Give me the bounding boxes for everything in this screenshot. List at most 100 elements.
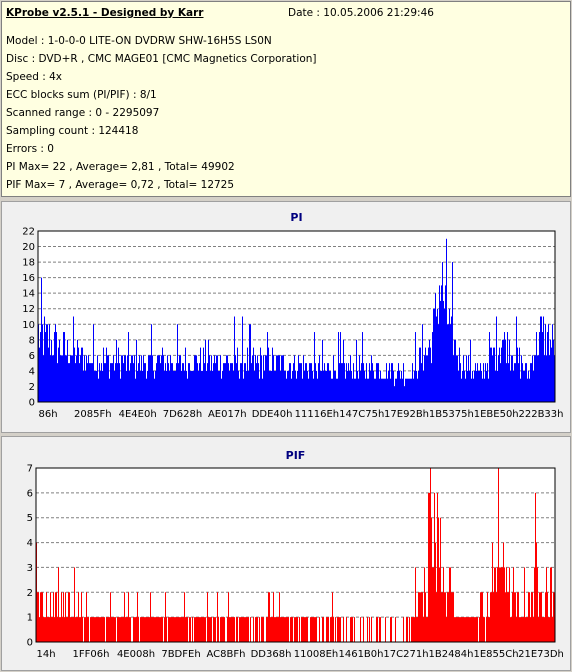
data-bar: [492, 542, 493, 642]
data-bar: [405, 378, 406, 402]
data-bar: [151, 617, 152, 642]
data-bar: [52, 617, 53, 642]
data-bar: [198, 617, 199, 642]
data-bar: [462, 370, 463, 402]
data-bar: [339, 617, 340, 642]
data-bar: [551, 567, 552, 642]
y-tick-label: 7: [27, 464, 33, 475]
data-bar: [315, 363, 316, 402]
data-bar: [302, 617, 303, 642]
data-bar: [207, 363, 208, 402]
data-bar: [230, 617, 231, 642]
data-bar: [524, 370, 525, 402]
data-bar: [164, 617, 165, 642]
data-bar: [441, 285, 442, 402]
data-bar: [305, 363, 306, 402]
data-bar: [194, 355, 195, 402]
data-bar: [109, 378, 110, 402]
data-bar: [156, 363, 157, 402]
data-bar: [422, 592, 423, 642]
data-bar: [425, 347, 426, 402]
data-bar: [187, 617, 188, 642]
data-bar: [82, 347, 83, 402]
data-bar: [529, 592, 530, 642]
data-bar: [329, 370, 330, 402]
data-bar: [520, 617, 521, 642]
data-bar: [246, 617, 247, 642]
data-bar: [173, 617, 174, 642]
data-bar: [215, 363, 216, 402]
data-bar: [499, 347, 500, 402]
data-bar: [53, 355, 54, 402]
data-bar: [255, 355, 256, 402]
data-bar: [296, 378, 297, 402]
data-bar: [461, 617, 462, 642]
data-bar: [213, 363, 214, 402]
data-bar: [177, 617, 178, 642]
data-bar: [117, 617, 118, 642]
data-bar: [78, 592, 79, 642]
data-bar: [481, 370, 482, 402]
data-bar: [460, 363, 461, 402]
data-bar: [463, 617, 464, 642]
data-bar: [414, 617, 415, 642]
data-bar: [94, 370, 95, 402]
data-bar: [258, 363, 259, 402]
data-bar: [171, 617, 172, 642]
data-bar: [99, 617, 100, 642]
data-bar: [347, 370, 348, 402]
data-bar: [192, 370, 193, 402]
data-bar: [313, 378, 314, 402]
data-bar: [159, 355, 160, 402]
data-bar: [428, 492, 429, 642]
data-bar: [291, 617, 292, 642]
data-bar: [365, 378, 366, 402]
data-bar: [106, 347, 107, 402]
data-bar: [516, 617, 517, 642]
data-bar: [267, 332, 268, 402]
data-bar: [518, 592, 519, 642]
data-bar: [188, 363, 189, 402]
data-bar: [366, 363, 367, 402]
data-bar: [100, 370, 101, 402]
data-bar: [327, 617, 328, 642]
data-bar: [472, 370, 473, 402]
data-bar: [392, 363, 393, 402]
pif-chart: PIF 0 1 2 3 4 5 6 7 14h 1FF06h 4E008h 7BDFEh AC8BFh DD…: [27, 449, 564, 660]
data-bar: [87, 363, 88, 402]
data-bar: [167, 355, 168, 402]
data-bar: [138, 363, 139, 402]
data-bar: [296, 617, 297, 642]
data-bar: [192, 617, 193, 642]
pi-chart-panel: PI 0 2 4 6 8 10 12 14 16 18 20 22 86h 2085Fh 4E4E0h 7D62…: [1, 201, 571, 433]
data-bar: [209, 355, 210, 402]
data-bar: [530, 617, 531, 642]
data-bar: [322, 617, 323, 642]
data-bar: [201, 617, 202, 642]
data-bar: [114, 370, 115, 402]
data-bar: [247, 347, 248, 402]
data-bar: [552, 617, 553, 642]
data-bar: [491, 347, 492, 402]
data-bar: [459, 617, 460, 642]
data-bar: [490, 592, 491, 642]
data-bar: [495, 567, 496, 642]
data-bar: [189, 363, 190, 402]
data-bar: [157, 617, 158, 642]
data-bar: [43, 355, 44, 402]
data-bar: [445, 285, 446, 402]
data-bar: [49, 324, 50, 402]
data-bar: [348, 363, 349, 402]
data-bar: [279, 355, 280, 402]
data-bar: [421, 363, 422, 402]
data-bar: [495, 370, 496, 402]
data-bar: [256, 363, 257, 402]
data-bar: [284, 370, 285, 402]
data-bar: [429, 492, 430, 642]
data-bar: [263, 617, 264, 642]
data-bar: [499, 567, 500, 642]
data-bar: [287, 370, 288, 402]
data-bar: [250, 324, 251, 402]
data-bar: [550, 339, 551, 402]
data-bar: [445, 592, 446, 642]
